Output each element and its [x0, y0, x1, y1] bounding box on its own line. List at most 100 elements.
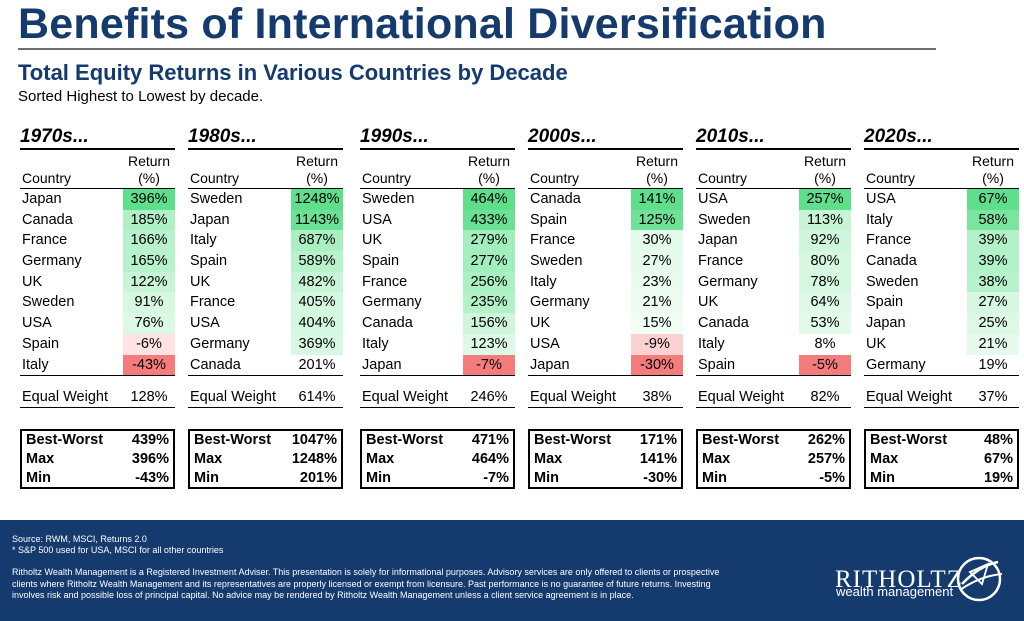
- return-cell: 39%: [967, 251, 1019, 272]
- equal-weight-value: 38%: [642, 389, 672, 406]
- equal-weight-value: 128%: [130, 389, 168, 406]
- min-value: -43%: [135, 470, 169, 487]
- country-header: Country: [530, 170, 580, 186]
- country-cell: Germany: [22, 253, 82, 270]
- country-cell: USA: [22, 315, 52, 332]
- table-row: Spain 27%: [864, 292, 1019, 314]
- min-value: -7%: [483, 470, 509, 487]
- table-row: USA 404%: [188, 313, 343, 334]
- country-cell: Sweden: [866, 273, 919, 290]
- table-row: Italy 23%: [528, 271, 683, 293]
- max-label: Max: [870, 451, 899, 468]
- table-header: Country Return (%): [696, 150, 851, 188]
- best-worst-row: Best-Worst 48%: [870, 431, 1013, 450]
- country-cell: Canada: [866, 253, 917, 270]
- country-cell: Canada: [190, 356, 241, 373]
- return-cell: -9%: [631, 333, 683, 355]
- min-label: Min: [26, 470, 51, 487]
- decade-title: 2020s...: [864, 126, 1019, 150]
- best-worst-label: Best-Worst: [26, 432, 104, 449]
- country-cell: France: [698, 253, 744, 270]
- country-cell: Canada: [530, 191, 581, 207]
- equal-weight-row: Equal Weight 37%: [864, 387, 1019, 409]
- source-footnote: * S&P 500 used for USA, MSCI for all oth…: [12, 545, 224, 555]
- table-row: France 39%: [864, 230, 1019, 252]
- table-row: Spain -5%: [696, 354, 851, 376]
- table-row: Canada 185%: [20, 209, 175, 231]
- return-cell: 277%: [463, 251, 515, 272]
- best-worst-label: Best-Worst: [194, 432, 272, 449]
- country-cell: Germany: [530, 294, 590, 311]
- summary-box: Best-Worst 48% Max 67% Min 19%: [864, 429, 1019, 490]
- return-header-line1: Return: [467, 153, 511, 169]
- table-row: USA -9%: [528, 333, 683, 355]
- country-cell: Japan: [190, 211, 230, 228]
- return-cell: 21%: [631, 292, 683, 314]
- return-cell: 396%: [123, 189, 175, 210]
- ritholtz-sailboat-logo-icon: [948, 554, 1010, 609]
- table-row: UK 21%: [864, 333, 1019, 355]
- return-cell: 92%: [799, 230, 851, 252]
- best-worst-row: Best-Worst 262%: [702, 431, 845, 450]
- table-row: UK 279%: [360, 230, 515, 252]
- title-divider: [18, 48, 936, 50]
- country-cell: Italy: [698, 335, 725, 352]
- max-value: 464%: [471, 451, 509, 468]
- min-value: -30%: [643, 470, 677, 487]
- best-worst-value: 471%: [471, 432, 509, 449]
- country-header: Country: [22, 170, 72, 186]
- return-cell: 27%: [967, 292, 1019, 314]
- table-row: UK 122%: [20, 271, 175, 293]
- country-header: Country: [698, 170, 748, 186]
- max-row: Max 464%: [366, 450, 509, 469]
- table-row: Sweden 27%: [528, 251, 683, 272]
- country-cell: Italy: [530, 273, 557, 290]
- table-row: Germany 21%: [528, 292, 683, 314]
- return-cell: 19%: [967, 354, 1019, 376]
- disclaimer: Ritholtz Wealth Management is a Register…: [12, 567, 720, 600]
- decade-table: 2010s... Country Return (%) USA 257% Swe…: [696, 126, 851, 490]
- country-header: Country: [362, 170, 412, 186]
- return-cell: 235%: [463, 292, 515, 314]
- return-cell: 256%: [463, 271, 515, 293]
- country-cell: UK: [362, 232, 383, 249]
- table-row: USA 76%: [20, 313, 175, 334]
- return-header-line1: Return: [803, 153, 847, 169]
- country-cell: USA: [362, 211, 392, 228]
- max-label: Max: [534, 451, 563, 468]
- best-worst-value: 262%: [807, 432, 845, 449]
- table-row: Germany 369%: [188, 333, 343, 355]
- equal-weight-row: Equal Weight 246%: [360, 387, 515, 409]
- table-row: Canada 53%: [696, 313, 851, 334]
- table-header: Country Return (%): [188, 150, 343, 188]
- header-rule: [20, 188, 175, 189]
- table-row: France 405%: [188, 292, 343, 314]
- return-cell: 122%: [123, 271, 175, 293]
- return-cell: -6%: [123, 333, 175, 355]
- table-row: Germany 165%: [20, 251, 175, 272]
- return-header-line1: Return: [127, 153, 171, 169]
- equal-weight-row: Equal Weight 614%: [188, 387, 343, 409]
- source-line: Source: RWM, MSCI, Returns 2.0: [12, 534, 147, 544]
- country-cell: France: [190, 294, 236, 311]
- table-row: Japan 396%: [20, 189, 175, 210]
- return-cell: 53%: [799, 313, 851, 334]
- country-cell: UK: [698, 294, 719, 311]
- table-row: France 80%: [696, 251, 851, 272]
- country-cell: USA: [866, 191, 896, 207]
- return-cell: 23%: [631, 271, 683, 293]
- page-subtitle: Total Equity Returns in Various Countrie…: [18, 60, 568, 85]
- return-header: Return (%): [463, 153, 515, 187]
- decade-title: 1970s...: [20, 126, 175, 150]
- return-cell: 27%: [631, 251, 683, 272]
- logo-name: RITHOLTZ: [835, 566, 963, 593]
- equal-weight-value: 246%: [470, 389, 508, 406]
- return-cell: 123%: [463, 333, 515, 355]
- table-row: France 30%: [528, 230, 683, 252]
- country-cell: France: [22, 232, 68, 249]
- summary-box: Best-Worst 439% Max 396% Min -43%: [20, 429, 175, 490]
- min-row: Min 201%: [194, 469, 337, 488]
- table-row: USA 67%: [864, 189, 1019, 210]
- return-cell: 91%: [123, 292, 175, 314]
- table-row: Italy 58%: [864, 209, 1019, 231]
